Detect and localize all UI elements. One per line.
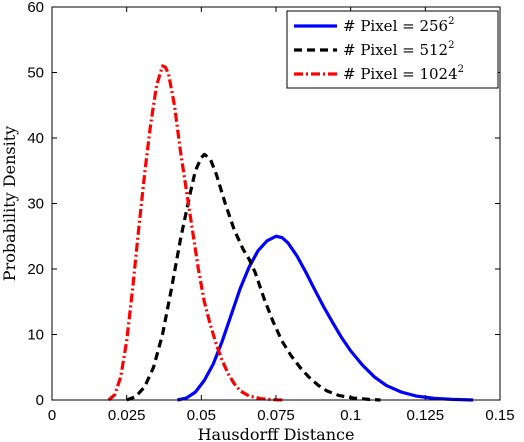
x-tick-label: 0.1 bbox=[340, 407, 361, 424]
x-tick-label: 0.15 bbox=[485, 407, 514, 424]
x-tick-label: 0.075 bbox=[257, 407, 295, 424]
y-tick-label: 20 bbox=[27, 261, 44, 278]
y-tick-label: 30 bbox=[27, 196, 44, 213]
legend-label-text: # Pixel = 256 bbox=[343, 17, 448, 35]
legend-label-text: # Pixel = 1024 bbox=[343, 65, 458, 83]
y-tick-label: 60 bbox=[27, 0, 44, 16]
y-tick-label: 10 bbox=[27, 327, 44, 344]
legend-label-3: # Pixel = 10242 bbox=[343, 64, 464, 83]
plot-area bbox=[107, 64, 474, 402]
legend-label-superscript: 2 bbox=[458, 64, 464, 75]
x-tick-label: 0.125 bbox=[407, 407, 445, 424]
series-line-1 bbox=[177, 234, 474, 402]
legend-label-1: # Pixel = 2562 bbox=[343, 16, 454, 35]
y-axis-title: Probability Density bbox=[0, 126, 19, 281]
y-tick-label: 50 bbox=[27, 65, 44, 82]
series-line-2 bbox=[126, 152, 381, 402]
legend-label-text: # Pixel = 512 bbox=[343, 41, 448, 59]
legend-label-superscript: 2 bbox=[448, 16, 454, 27]
series-line-3 bbox=[107, 64, 285, 402]
y-tick-label: 40 bbox=[27, 130, 44, 147]
legend-label-superscript: 2 bbox=[448, 40, 454, 51]
y-tick-label: 0 bbox=[36, 392, 44, 409]
legend-label-2: # Pixel = 5122 bbox=[343, 40, 454, 59]
x-tick-label: 0.05 bbox=[187, 407, 216, 424]
x-tick-label: 0 bbox=[48, 407, 56, 424]
x-tick-label: 0.025 bbox=[108, 407, 146, 424]
legend: # Pixel = 2562# Pixel = 5122# Pixel = 10… bbox=[286, 10, 499, 89]
x-axis-title: Hausdorff Distance bbox=[198, 425, 355, 442]
